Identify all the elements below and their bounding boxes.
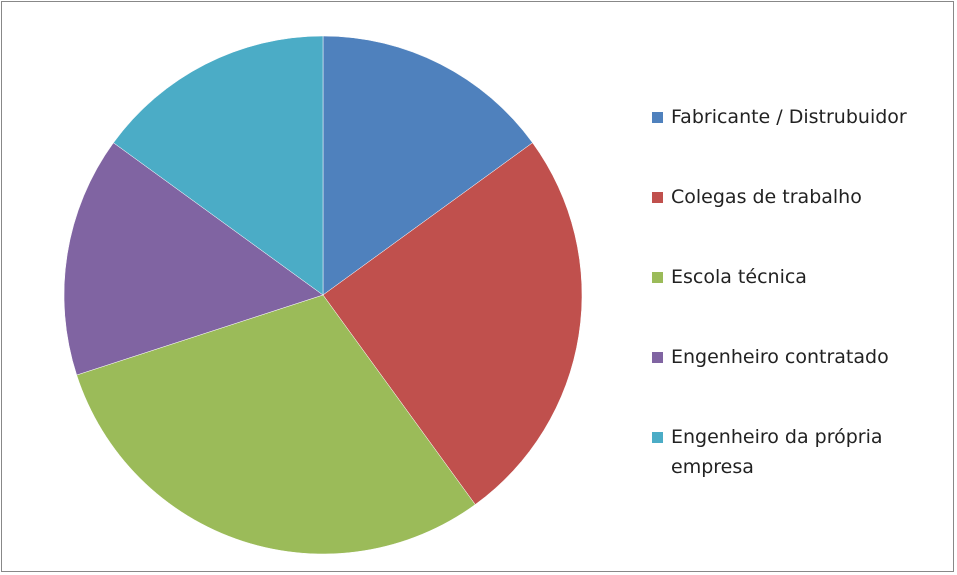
legend-label: Fabricante / Distrubuidor: [671, 106, 907, 128]
pie-slice: [63, 142, 324, 376]
pie-slice: [113, 35, 324, 296]
legend-swatch: [652, 192, 663, 203]
legend-swatch: [652, 432, 663, 443]
legend-item: Engenheiro contratado: [652, 342, 952, 422]
legend-swatch: [652, 352, 663, 363]
legend-item: Escola técnica: [652, 262, 952, 342]
pie-slice: [322, 142, 583, 505]
legend-label: Engenheiro da própria empresa: [671, 426, 883, 478]
legend-item: Colegas de trabalho: [652, 182, 952, 262]
legend-swatch: [652, 112, 663, 123]
pie-slice: [76, 294, 476, 555]
legend-label: Colegas de trabalho: [671, 186, 862, 208]
pie-slice: [322, 35, 533, 296]
legend-swatch: [652, 272, 663, 283]
legend-label: Escola técnica: [671, 266, 807, 288]
legend-label: Engenheiro contratado: [671, 346, 889, 368]
legend-item: Engenheiro da própria empresa: [652, 422, 952, 502]
legend-item: Fabricante / Distrubuidor: [652, 102, 952, 182]
legend: Fabricante / Distrubuidor Colegas de trab…: [652, 102, 952, 502]
